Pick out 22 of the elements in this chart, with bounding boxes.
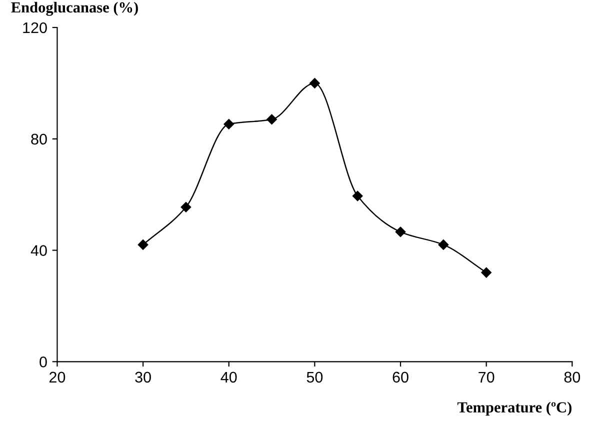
point — [395, 226, 406, 238]
point — [352, 190, 363, 202]
y-tick-label: 40 — [30, 245, 47, 256]
point — [266, 114, 277, 125]
x-tick-label: 70 — [478, 372, 494, 383]
x-tick-label: 60 — [392, 372, 408, 383]
x-tick-label: 50 — [306, 372, 323, 383]
point — [310, 78, 320, 88]
point — [180, 202, 192, 212]
x-tick-label: 80 — [564, 372, 580, 383]
x-axis-title: Temperature (ºC) — [457, 402, 572, 416]
x-tick-label: 30 — [135, 372, 151, 383]
y-tick-label: 120 — [23, 22, 47, 34]
y-axis-title: Endoglucanase (%) — [11, 2, 138, 16]
point — [438, 240, 449, 250]
x-tick-label: 20 — [49, 372, 66, 383]
point — [481, 267, 492, 278]
y-tick-label: 80 — [31, 134, 47, 145]
x-tick-label: 40 — [220, 372, 237, 383]
y-tick-label: 0 — [40, 356, 47, 368]
point — [138, 240, 148, 250]
point — [224, 119, 234, 130]
